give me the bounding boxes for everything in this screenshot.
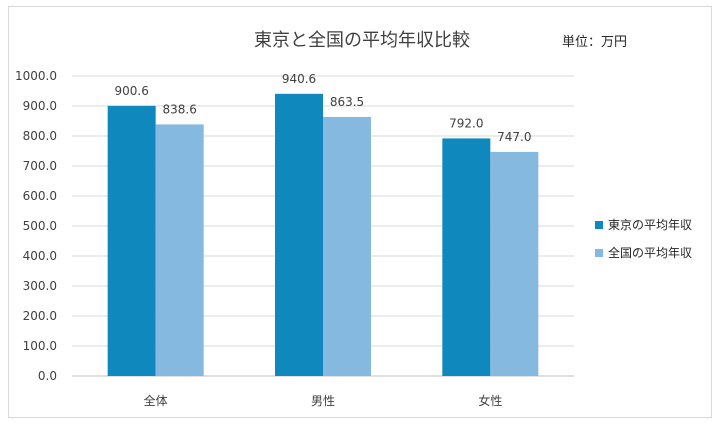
x-category-label: 全体 [144, 393, 168, 408]
data-labels: 900.6 838.6 940.6 863.5 792.0 747.0 [114, 72, 531, 144]
legend-label: 全国の平均年収 [608, 245, 692, 260]
y-tick-label: 800.0 [23, 129, 57, 143]
data-label: 940.6 [282, 72, 316, 86]
x-category-label: 女性 [478, 393, 502, 408]
bar [490, 151, 539, 376]
y-tick-label: 100.0 [23, 339, 57, 353]
data-label: 838.6 [162, 102, 196, 116]
data-label: 792.0 [449, 116, 483, 130]
y-tick-label: 1000.0 [15, 69, 57, 83]
y-tick-label: 700.0 [23, 159, 57, 173]
data-label: 863.5 [330, 95, 364, 109]
y-tick-label: 0.0 [38, 369, 57, 383]
legend-swatch [595, 221, 603, 229]
unit-note: 単位：万円 [562, 34, 627, 50]
data-label: 900.6 [114, 84, 148, 98]
x-axis-categories: 全体 男性 女性 [144, 393, 503, 408]
legend-label: 東京の平均年収 [608, 218, 692, 232]
bar [275, 93, 323, 376]
bar [442, 138, 491, 376]
bar [323, 116, 371, 376]
chart-title: 東京と全国の平均年収比較 [254, 30, 470, 51]
y-tick-label: 600.0 [23, 189, 57, 203]
legend-swatch [595, 249, 603, 257]
y-tick-label: 300.0 [23, 279, 57, 293]
bar [107, 105, 156, 376]
y-tick-label: 200.0 [23, 309, 57, 323]
x-category-label: 男性 [311, 394, 335, 408]
y-tick-label: 900.0 [23, 99, 57, 113]
data-label: 747.0 [497, 130, 531, 144]
y-tick-label: 400.0 [23, 249, 57, 263]
bar [155, 124, 204, 376]
y-tick-label: 500.0 [23, 219, 57, 233]
y-axis-ticks: 0.0 100.0 200.0 300.0 400.0 500.0 600.0 700.0 80… [15, 69, 57, 383]
bars [107, 93, 539, 376]
